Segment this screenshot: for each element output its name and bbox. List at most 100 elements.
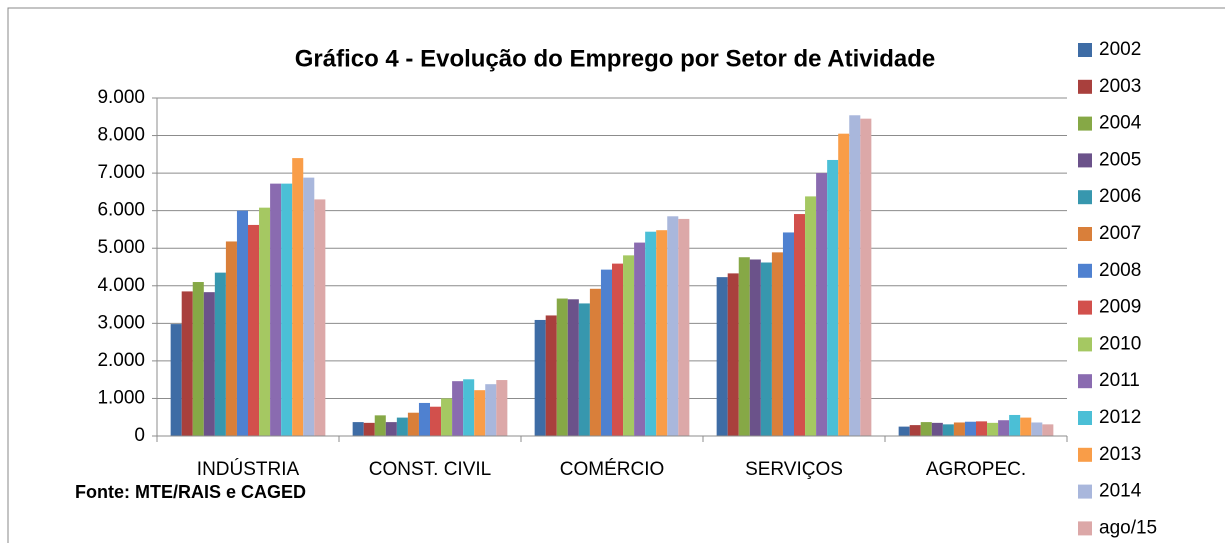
y-tick-label: 6.000: [97, 200, 145, 221]
bar: [192, 282, 204, 436]
bar: [589, 288, 601, 436]
y-tick-label: 4.000: [97, 275, 145, 296]
bar: [942, 424, 954, 436]
bar: [181, 291, 193, 436]
bar: [485, 384, 497, 436]
bar: [430, 406, 442, 436]
bar: [214, 272, 226, 436]
bar: [998, 420, 1010, 436]
bar: [953, 422, 965, 436]
bar: [463, 379, 475, 436]
bar: [374, 415, 386, 436]
bar: [716, 277, 728, 436]
bar: [314, 199, 326, 436]
bar: [771, 252, 783, 436]
y-tick-label: 8.000: [97, 125, 145, 146]
bar: [578, 303, 590, 436]
y-tick-label: 5.000: [97, 237, 145, 258]
bar: [1020, 417, 1032, 436]
bar: [976, 421, 988, 436]
bar: [645, 231, 657, 436]
legend-label: 2012: [1099, 407, 1141, 428]
bar: [259, 207, 271, 436]
legend-swatch: [1078, 190, 1092, 205]
bar: [352, 422, 364, 436]
bar: [667, 216, 679, 436]
legend-swatch: [1078, 43, 1092, 57]
bar: [567, 299, 579, 436]
bar: [738, 257, 750, 436]
y-tick-label: 2.000: [97, 350, 145, 371]
y-tick-label: 3.000: [97, 312, 145, 333]
legend-swatch: [1078, 263, 1092, 278]
y-tick-label: 9.000: [97, 87, 145, 108]
bar: [931, 422, 943, 436]
bar: [612, 263, 624, 436]
bar: [634, 242, 646, 436]
y-tick-label: 1.000: [97, 387, 145, 408]
legend-label: 2010: [1099, 333, 1141, 354]
bar: [292, 158, 304, 437]
bar: [656, 230, 668, 436]
bar: [385, 422, 397, 436]
bar: [248, 224, 260, 436]
legend-label: 2002: [1099, 39, 1141, 60]
bar: [534, 319, 546, 436]
legend-label: 2014: [1099, 481, 1142, 502]
bar: [920, 422, 932, 436]
legend-swatch: [1078, 153, 1092, 168]
bar: [827, 159, 839, 436]
bar: [407, 412, 419, 436]
bar: [496, 380, 508, 436]
bar: [281, 183, 293, 436]
legend-swatch: [1078, 411, 1092, 425]
legend-label: 2011: [1099, 370, 1140, 391]
legend-label: ago/15: [1099, 517, 1157, 538]
bar: [805, 196, 817, 436]
bar: [363, 422, 375, 436]
bar: [396, 417, 408, 436]
legend-swatch: [1078, 79, 1092, 94]
bar: [270, 183, 282, 436]
legend-swatch: [1078, 447, 1092, 462]
bar: [860, 118, 872, 437]
legend-label: 2006: [1099, 186, 1141, 207]
bar: [236, 210, 248, 436]
bar: [1009, 414, 1021, 436]
bar: [556, 298, 568, 436]
legend-swatch: [1078, 374, 1092, 389]
legend-label: 2008: [1099, 260, 1141, 281]
legend-label: 2009: [1099, 297, 1141, 318]
x-tick-label: INDÚSTRIA: [197, 458, 300, 480]
bar: [600, 269, 612, 436]
chart-title: Gráfico 4 - Evolução do Emprego por Seto…: [295, 45, 936, 72]
bar: [474, 390, 486, 436]
legend-swatch: [1078, 116, 1092, 131]
x-tick-label: AGROPEC.: [926, 459, 1026, 480]
bar: [303, 177, 315, 436]
bar: [964, 421, 976, 436]
legend-swatch: [1078, 484, 1092, 499]
legend-swatch: [1078, 227, 1092, 241]
bar: [1042, 424, 1054, 436]
bar: [545, 315, 557, 436]
bar: [441, 398, 453, 436]
x-tick-label: SERVIÇOS: [745, 459, 843, 480]
bar: [1031, 422, 1043, 436]
bar: [898, 426, 910, 436]
legend-swatch: [1078, 521, 1092, 536]
x-tick-label: CONST. CIVIL: [369, 459, 491, 480]
bar: [170, 324, 182, 436]
bar: [760, 262, 772, 436]
y-tick-label: 7.000: [97, 162, 145, 183]
legend-label: 2003: [1099, 76, 1141, 97]
legend-label: 2007: [1099, 223, 1141, 244]
bar: [909, 425, 921, 436]
bar: [838, 133, 850, 436]
bar: [987, 422, 999, 436]
legend-label: 2013: [1099, 444, 1141, 465]
bar: [816, 173, 828, 436]
x-tick-label: COMÉRCIO: [560, 459, 665, 480]
legend-label: 2005: [1099, 149, 1141, 170]
bar: [782, 232, 794, 436]
